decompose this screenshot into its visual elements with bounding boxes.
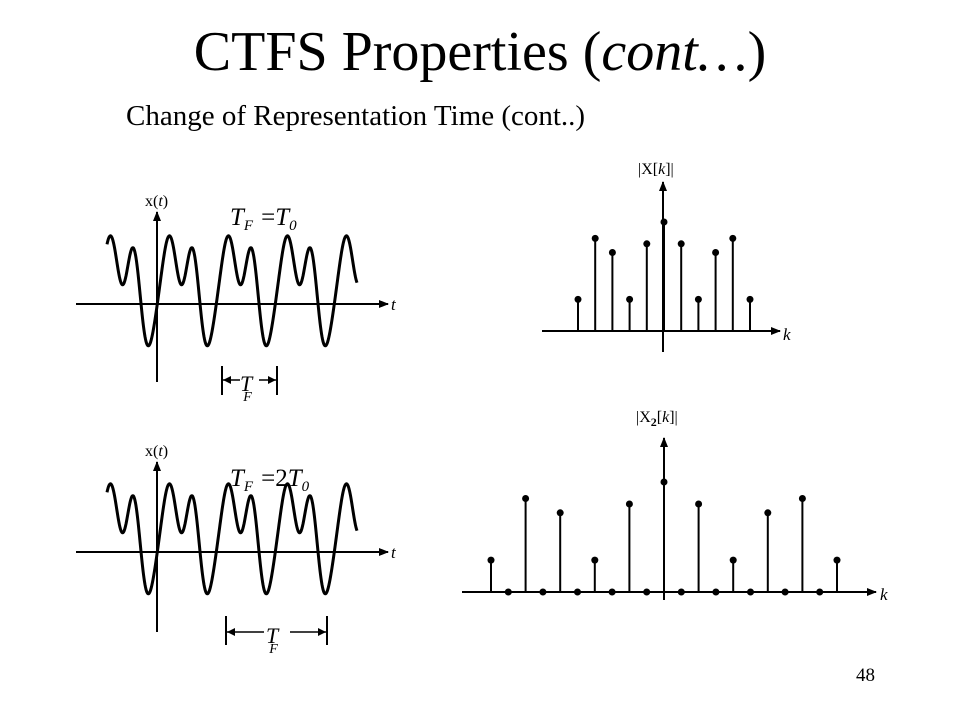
spectrum-plot-1-point-k4 — [729, 234, 737, 242]
spectrum-plot-2-point-k4 — [729, 556, 737, 564]
spectrum-plot-2-point-k8 — [798, 495, 806, 502]
slide-title-emphasis: cont… — [601, 21, 748, 83]
spectrum-plot-2-point-k9 — [816, 588, 824, 596]
spectrum-plot-2-point-k-4 — [591, 556, 599, 564]
spectrum-plot-1-point-k3 — [712, 249, 720, 257]
spectrum-plot-2-point-k5 — [747, 588, 754, 596]
spectrum-plot-2-point-k7 — [781, 588, 789, 596]
spectrum-plot-2-axis-label: k — [880, 585, 888, 604]
spectrum-plot-2-point-k-8 — [522, 495, 530, 502]
spectrum-plot-2-point-k6 — [764, 509, 772, 517]
spectrum-plot-2-point-k-10 — [487, 556, 495, 564]
spectrum-plot-2-y-label: |X2[k]| — [636, 409, 678, 429]
spectrum-plot-1-point-k5 — [746, 295, 754, 303]
spectrum-plot-2-point-k-1 — [643, 588, 651, 596]
spectrum-plot-1-point-k1 — [677, 240, 685, 248]
spectrum-plot-1-point-k-3 — [608, 249, 616, 257]
time-plot-2-waveform — [105, 482, 359, 596]
slide-subtitle: Change of Representation Time (cont..) — [126, 100, 586, 132]
spectrum-plot-1-point-k-4 — [591, 234, 599, 242]
page-number: 48 — [856, 665, 875, 686]
spectrum-plot-2-point-k-9 — [504, 588, 512, 596]
spectrum-plot-2-point-k10 — [833, 556, 841, 564]
spectrum-plot-1-axis-label: k — [783, 325, 791, 344]
spectrum-plot-1-point-k-2 — [626, 295, 634, 303]
time-plot-1-y-label: x(t) — [145, 193, 168, 210]
spectrum-plot-2-point-k2 — [695, 500, 703, 508]
spectrum-plot-1-point-k-5 — [574, 295, 582, 303]
time-plot-2-equation: TF =2T0 — [230, 465, 310, 495]
spectrum-plot-2: |X2[k]| k — [462, 409, 888, 604]
time-plot-2-axis-label: t — [391, 543, 397, 562]
spectrum-plot-2-point-k1 — [677, 588, 685, 596]
spectrum-plot-1-stems — [574, 218, 754, 331]
time-plot-2-y-label: x(t) — [145, 443, 168, 460]
slide-title: CTFS Properties (cont…) — [0, 20, 960, 84]
spectrum-plot-2-point-k-3 — [608, 588, 616, 596]
spectrum-plot-1-point-k-1 — [643, 240, 651, 248]
time-plot-1-axis-label: t — [391, 295, 397, 314]
spectrum-plot-1: |X[k]| k — [542, 161, 791, 352]
spectrum-plot-1-point-k0 — [660, 218, 668, 226]
time-plot-1-waveform — [105, 234, 359, 348]
spectrum-plot-2-point-k-5 — [574, 588, 581, 596]
time-plot-1-equation: TF =T0 — [230, 204, 297, 234]
spectrum-plot-2-point-k-6 — [556, 509, 564, 517]
spectrum-plot-2-stems — [487, 478, 841, 596]
slide-title-text: CTFS Properties (cont…) — [193, 21, 767, 83]
spectrum-plot-2-point-k0 — [660, 478, 668, 486]
spectrum-plot-2-point-k-2 — [625, 500, 633, 508]
spectrum-plot-1-y-label: |X[k]| — [638, 161, 674, 178]
spectrum-plot-2-point-k3 — [712, 588, 720, 596]
spectrum-plot-2-point-k-7 — [539, 588, 547, 596]
spectrum-plot-1-point-k2 — [694, 295, 702, 303]
